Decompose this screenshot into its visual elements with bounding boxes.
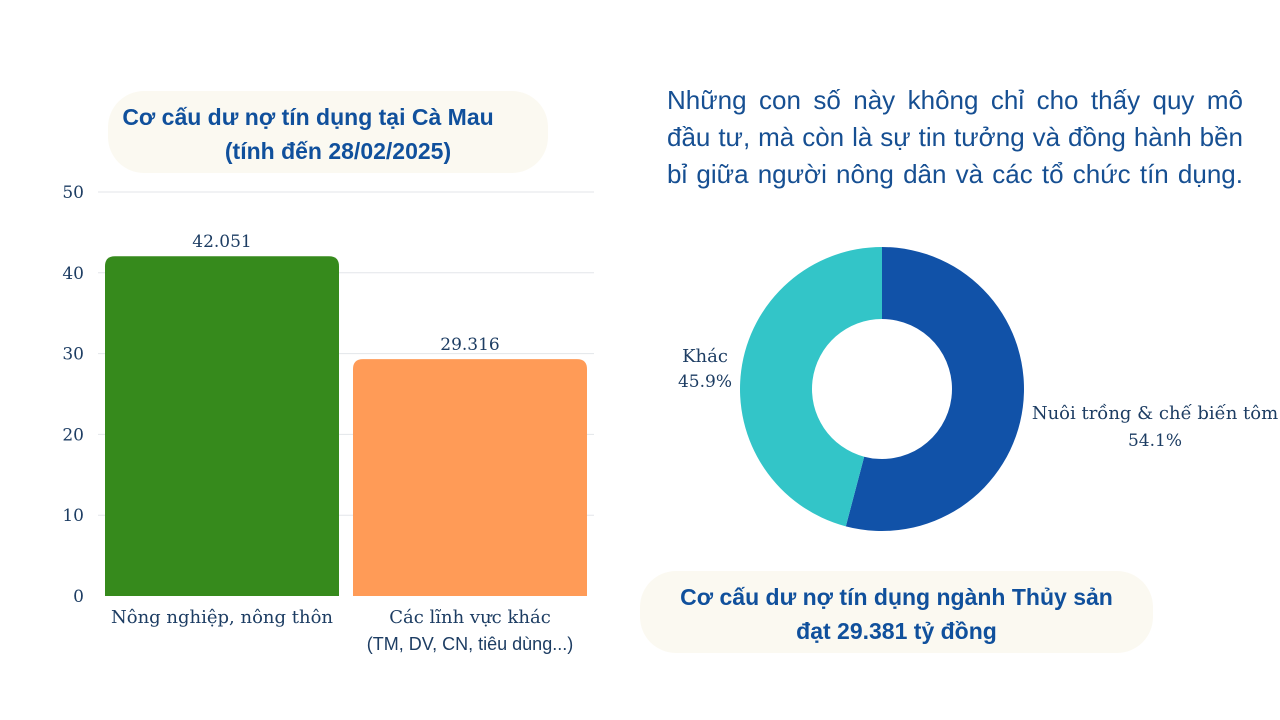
bar-chart: 0 10 20 30 40 50 42.051 Nông nghiệp, nông thôn 2…: [62, 183, 594, 654]
y-tick-label: 20: [62, 425, 84, 445]
donut-slice-2: [740, 247, 882, 527]
slice-value-label: 54.1%: [1128, 431, 1182, 451]
donut-slice-1: [845, 247, 1024, 532]
y-tick-label: 30: [62, 345, 84, 365]
x-category-label: Các lĩnh vực khác: [389, 607, 551, 628]
pie-caption-line2: đạt 29.381 tỷ đồng: [796, 618, 997, 644]
bar-chart-title: Cơ cấu dư nợ tín dụng tại Cà Mau (tính đ…: [108, 91, 548, 173]
x-category-label: Nông nghiệp, nông thôn: [111, 607, 333, 628]
y-tick-label: 0: [73, 587, 84, 607]
y-tick-label: 10: [62, 506, 84, 526]
pie-chart-caption: Cơ cấu dư nợ tín dụng ngành Thủy sản đạt…: [640, 571, 1153, 653]
donut-chart: Nuôi trồng & chế biến tôm 54.1% Khác 45.9%: [678, 247, 1278, 532]
bar-2: [353, 359, 587, 596]
bar-value-label: 29.316: [440, 335, 499, 355]
x-category-sublabel: (TM, DV, CN, tiêu dùng...): [367, 634, 573, 654]
pie-caption-line1: Cơ cấu dư nợ tín dụng ngành Thủy sản: [680, 584, 1113, 610]
bar-1: [105, 256, 339, 596]
slice-value-label: 45.9%: [678, 372, 732, 392]
slice-label: Khác: [682, 346, 728, 367]
bar-value-label: 42.051: [192, 232, 251, 252]
slice-label: Nuôi trồng & chế biến tôm: [1032, 403, 1278, 424]
y-tick-label: 50: [62, 183, 84, 203]
bar-chart-title-line1: Cơ cấu dư nợ tín dụng tại Cà Mau: [122, 104, 494, 130]
y-tick-label: 40: [62, 264, 84, 284]
intro-paragraph: Những con số này không chỉ cho thấy quy …: [667, 85, 1243, 189]
bar-chart-title-line2: (tính đến 28/02/2025): [224, 138, 452, 164]
